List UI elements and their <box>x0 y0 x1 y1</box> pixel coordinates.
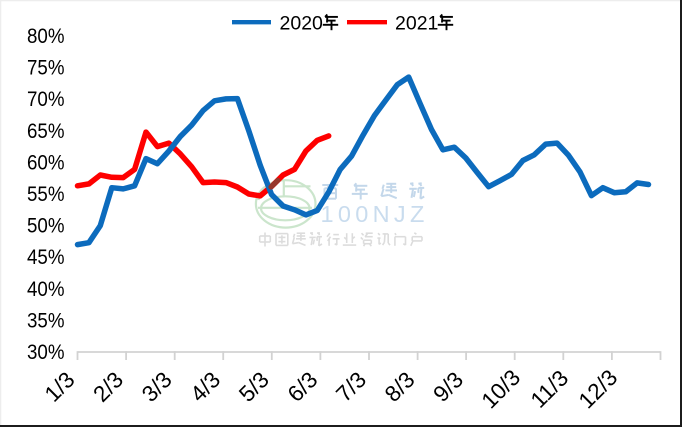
svg-text:35%: 35% <box>27 309 65 332</box>
svg-text:2020: 2020 <box>280 12 324 34</box>
svg-text:70%: 70% <box>27 88 65 111</box>
svg-text:75%: 75% <box>27 57 65 80</box>
svg-text:55%: 55% <box>27 183 65 206</box>
svg-text:40%: 40% <box>27 278 65 301</box>
svg-text:80%: 80% <box>27 25 65 48</box>
svg-text:2021: 2021 <box>395 12 438 34</box>
svg-text:60%: 60% <box>27 151 65 174</box>
svg-text:30%: 30% <box>27 341 65 364</box>
svg-text:50%: 50% <box>27 215 65 238</box>
svg-text:45%: 45% <box>27 246 65 269</box>
svg-text:65%: 65% <box>27 120 65 143</box>
